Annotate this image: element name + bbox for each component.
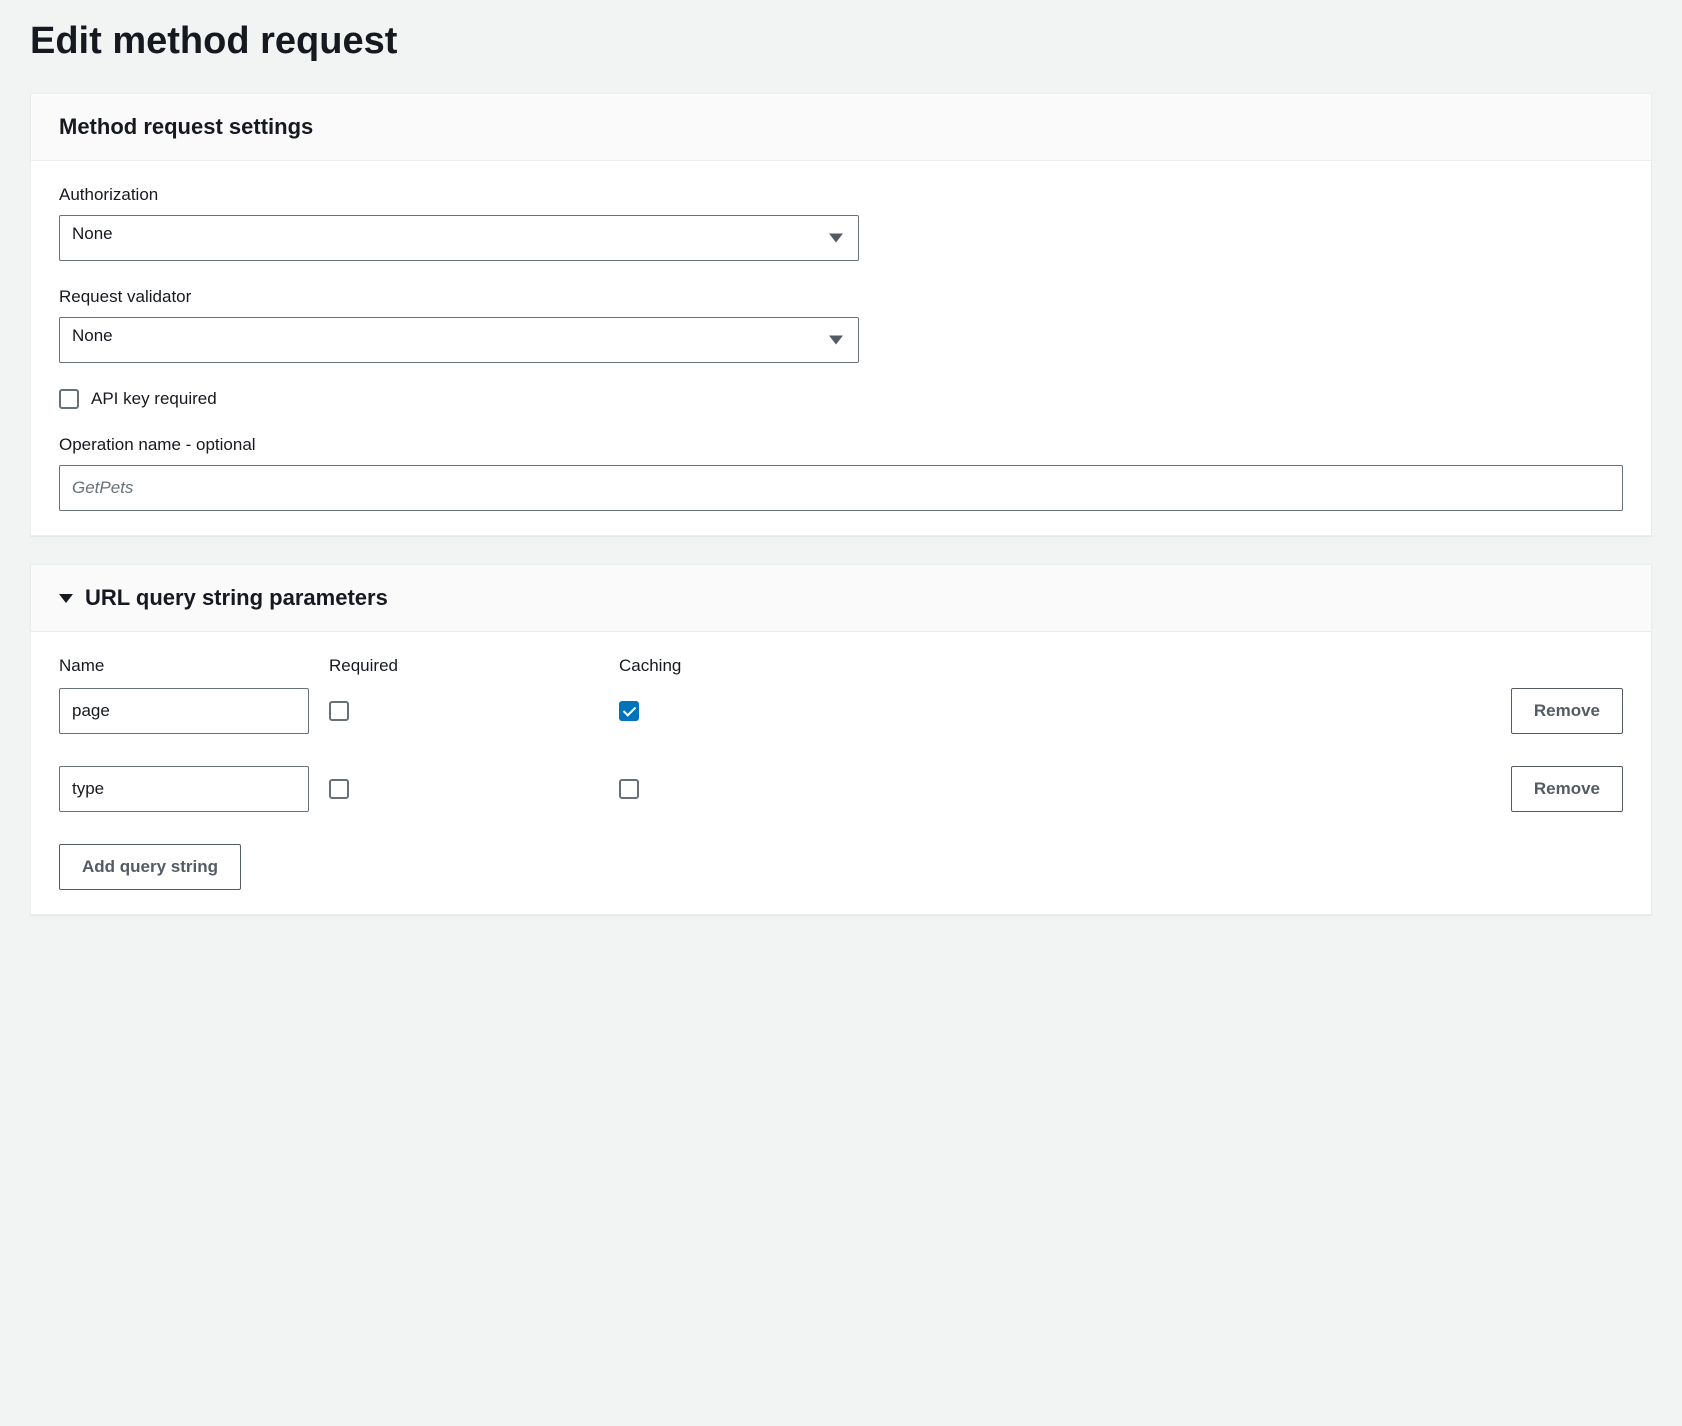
request-validator-label: Request validator (59, 287, 1623, 307)
page-title: Edit method request (30, 20, 1652, 63)
api-key-field: API key required (59, 389, 1623, 409)
panel-header: URL query string parameters (31, 565, 1651, 632)
param-caching-checkbox[interactable] (619, 779, 639, 799)
col-required-label: Required (329, 656, 609, 676)
request-validator-select[interactable]: None (59, 317, 859, 363)
param-required-checkbox[interactable] (329, 779, 349, 799)
panel-body: Authorization None Request validator Non… (31, 161, 1651, 535)
remove-param-button[interactable]: Remove (1511, 688, 1623, 734)
param-row: Remove (59, 688, 1623, 734)
col-name-label: Name (59, 656, 319, 676)
authorization-field: Authorization None (59, 185, 1623, 261)
param-name-input[interactable] (59, 766, 309, 812)
col-caching-label: Caching (619, 656, 899, 676)
collapse-toggle-icon[interactable] (59, 594, 73, 603)
param-name-input[interactable] (59, 688, 309, 734)
operation-name-input[interactable] (59, 465, 1623, 511)
api-key-label[interactable]: API key required (91, 389, 217, 409)
param-rows-container: Remove Remove (59, 688, 1623, 812)
api-key-checkbox[interactable] (59, 389, 79, 409)
operation-name-label: Operation name - optional (59, 435, 1623, 455)
panel-body: Name Required Caching Remove Remove Add q… (31, 632, 1651, 914)
panel-heading: Method request settings (59, 114, 313, 140)
method-request-settings-panel: Method request settings Authorization No… (30, 93, 1652, 536)
authorization-select[interactable]: None (59, 215, 859, 261)
request-validator-select-wrapper: None (59, 317, 859, 363)
add-query-string-button[interactable]: Add query string (59, 844, 241, 890)
url-query-params-panel: URL query string parameters Name Require… (30, 564, 1652, 915)
request-validator-field: Request validator None (59, 287, 1623, 363)
panel-heading: URL query string parameters (85, 585, 388, 611)
authorization-select-wrapper: None (59, 215, 859, 261)
param-row: Remove (59, 766, 1623, 812)
param-caching-checkbox[interactable] (619, 701, 639, 721)
panel-header: Method request settings (31, 94, 1651, 161)
authorization-label: Authorization (59, 185, 1623, 205)
param-required-checkbox[interactable] (329, 701, 349, 721)
remove-param-button[interactable]: Remove (1511, 766, 1623, 812)
param-table-header: Name Required Caching (59, 656, 1623, 676)
operation-name-field: Operation name - optional (59, 435, 1623, 511)
